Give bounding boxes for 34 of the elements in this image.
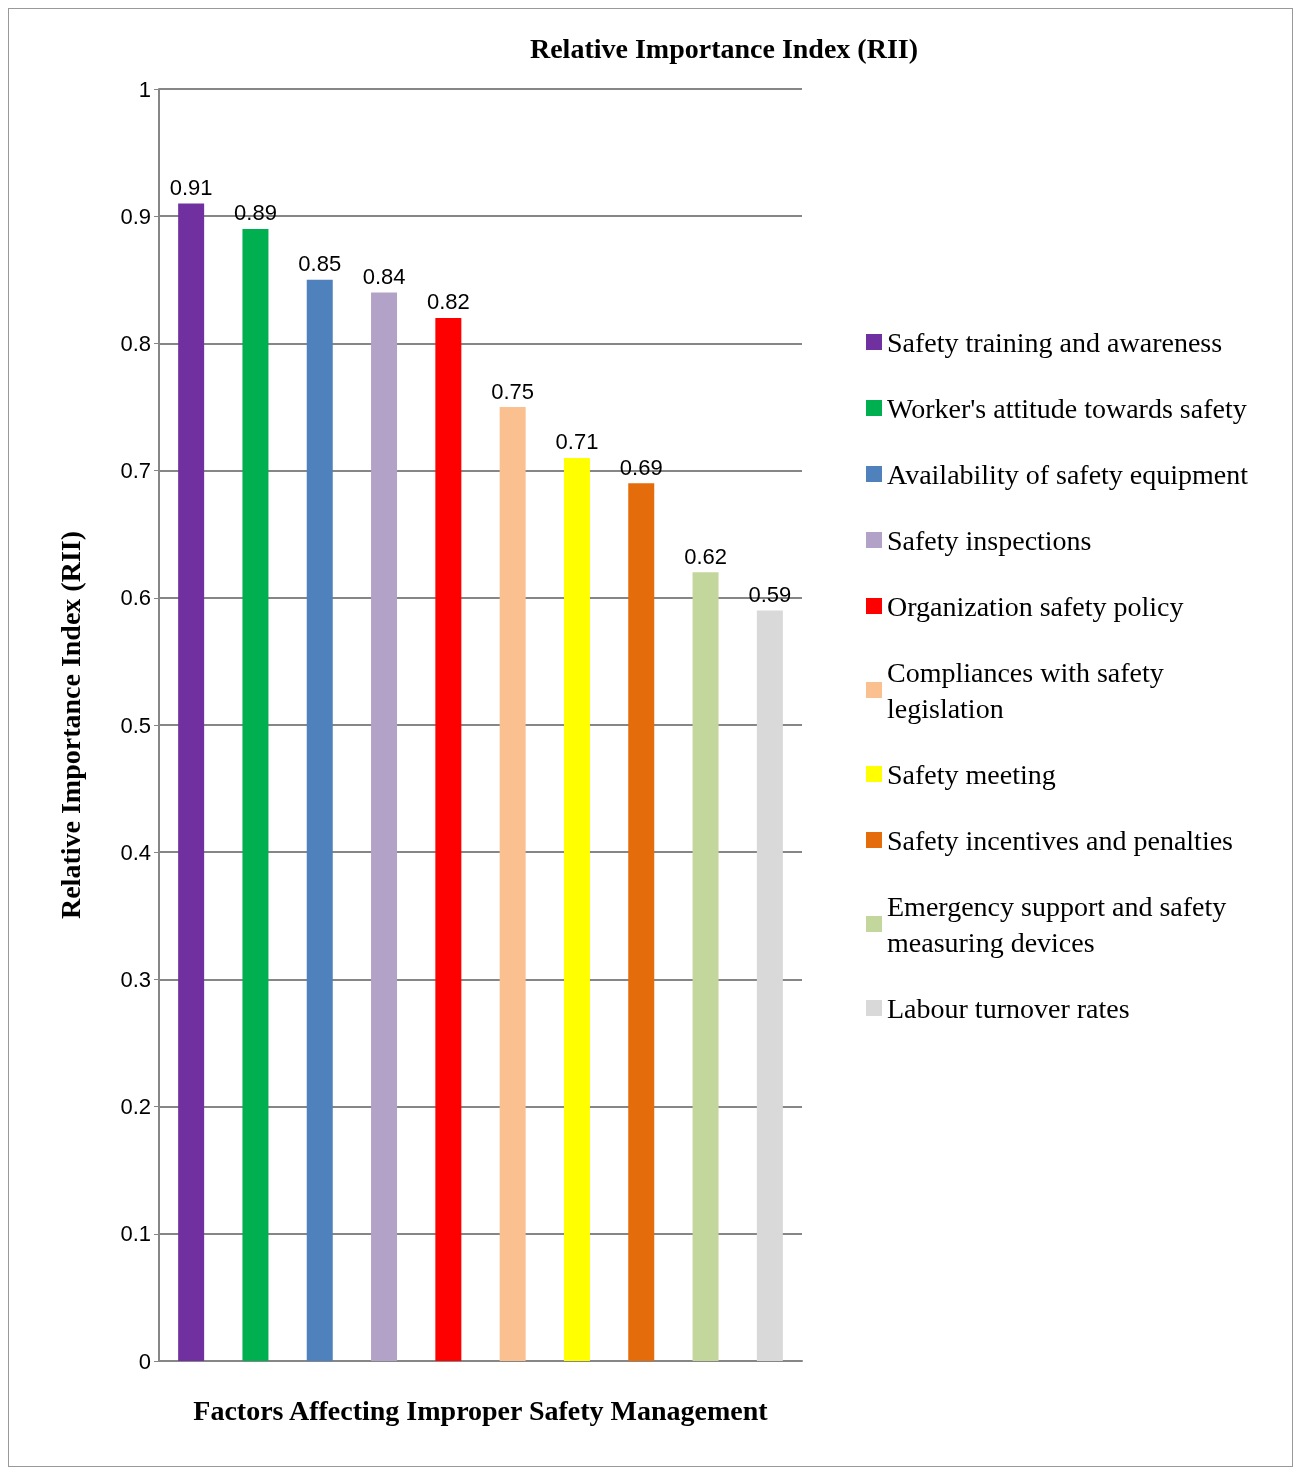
data-label: 0.89 [234, 200, 277, 226]
legend-label: Safety incentives and penalties [887, 824, 1233, 856]
data-label: 0.69 [619, 454, 663, 480]
legend-label: Labour turnover rates [887, 992, 1130, 1024]
chart-title: Relative Importance Index (RII) [529, 32, 919, 64]
data-label: 0.82 [426, 289, 470, 315]
data-label: 0.91 [169, 174, 213, 200]
legend-label: Availability of safety equipment [887, 458, 1249, 490]
legend-label: Organization safety policy [887, 590, 1184, 622]
legend-label: Safety training and awareness [887, 326, 1223, 358]
y-tick-label: 1 [138, 76, 151, 102]
y-tick-label: 0.9 [120, 203, 151, 229]
y-axis-title: Relative Importance Index (RII) [54, 530, 86, 920]
y-tick-label: 0.2 [120, 1094, 151, 1120]
data-label: 0.59 [748, 582, 792, 608]
data-label: 0.85 [298, 251, 342, 277]
y-tick-label: 0.7 [120, 458, 151, 484]
y-tick-label: 0.3 [120, 966, 151, 992]
legend-label: Emergency support and safety measuring devices [887, 890, 1234, 958]
legend-label: Safety meeting [887, 758, 1056, 790]
y-tick-label: 0.6 [120, 585, 151, 611]
y-tick-label: 0.4 [120, 839, 151, 865]
legend-label: Compliances with safety legislation [887, 656, 1171, 724]
y-tick-label: 0.1 [120, 1221, 151, 1247]
y-tick-label: 0.8 [120, 330, 151, 356]
legend-label: Worker's attitude towards safety [887, 392, 1247, 424]
data-label: 0.75 [491, 378, 535, 404]
y-tick-label: 0 [138, 1348, 151, 1374]
data-label: 0.62 [684, 543, 727, 569]
legend-label: Safety inspections [887, 524, 1092, 556]
y-tick-label: 0.5 [120, 712, 151, 738]
data-label: 0.71 [555, 429, 599, 455]
data-label: 0.84 [362, 264, 406, 290]
x-axis-title: Factors Affecting Improper Safety Management [193, 1394, 769, 1426]
